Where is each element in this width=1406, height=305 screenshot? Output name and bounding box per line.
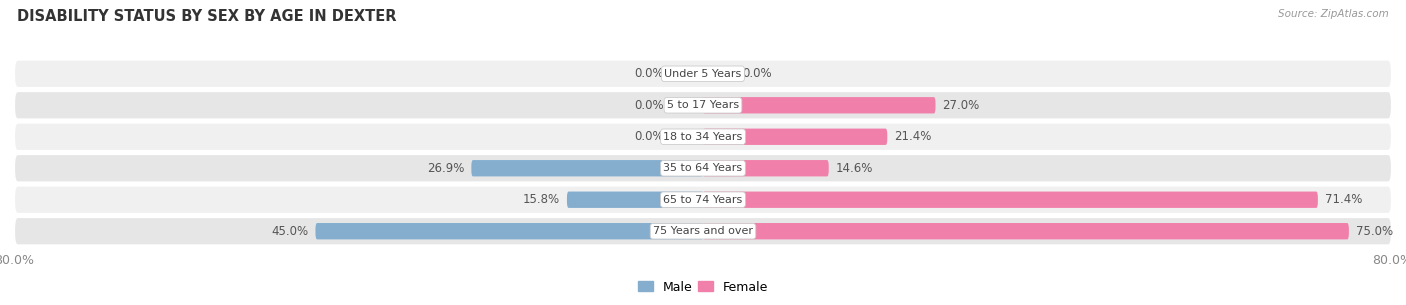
- Legend: Male, Female: Male, Female: [633, 275, 773, 299]
- FancyBboxPatch shape: [14, 91, 1392, 120]
- Text: 5 to 17 Years: 5 to 17 Years: [666, 100, 740, 110]
- Text: 75 Years and over: 75 Years and over: [652, 226, 754, 236]
- FancyBboxPatch shape: [703, 129, 887, 145]
- FancyBboxPatch shape: [471, 160, 703, 176]
- FancyBboxPatch shape: [14, 123, 1392, 151]
- Text: 26.9%: 26.9%: [427, 162, 464, 175]
- Text: 21.4%: 21.4%: [894, 130, 932, 143]
- FancyBboxPatch shape: [14, 185, 1392, 214]
- FancyBboxPatch shape: [567, 192, 703, 208]
- Text: 0.0%: 0.0%: [634, 130, 664, 143]
- Text: Under 5 Years: Under 5 Years: [665, 69, 741, 79]
- Text: 0.0%: 0.0%: [634, 99, 664, 112]
- FancyBboxPatch shape: [14, 59, 1392, 88]
- Text: 75.0%: 75.0%: [1355, 225, 1393, 238]
- FancyBboxPatch shape: [703, 160, 828, 176]
- Text: 0.0%: 0.0%: [634, 67, 664, 80]
- Text: 27.0%: 27.0%: [942, 99, 980, 112]
- FancyBboxPatch shape: [703, 192, 1317, 208]
- FancyBboxPatch shape: [703, 97, 935, 113]
- Text: 18 to 34 Years: 18 to 34 Years: [664, 132, 742, 142]
- Text: 15.8%: 15.8%: [523, 193, 560, 206]
- FancyBboxPatch shape: [14, 154, 1392, 182]
- FancyBboxPatch shape: [315, 223, 703, 239]
- FancyBboxPatch shape: [703, 223, 1348, 239]
- Text: 35 to 64 Years: 35 to 64 Years: [664, 163, 742, 173]
- Text: Source: ZipAtlas.com: Source: ZipAtlas.com: [1278, 9, 1389, 19]
- Text: 65 to 74 Years: 65 to 74 Years: [664, 195, 742, 205]
- Text: 14.6%: 14.6%: [835, 162, 873, 175]
- Text: 0.0%: 0.0%: [742, 67, 772, 80]
- Text: DISABILITY STATUS BY SEX BY AGE IN DEXTER: DISABILITY STATUS BY SEX BY AGE IN DEXTE…: [17, 9, 396, 24]
- FancyBboxPatch shape: [14, 217, 1392, 246]
- Text: 45.0%: 45.0%: [271, 225, 308, 238]
- Text: 71.4%: 71.4%: [1324, 193, 1362, 206]
